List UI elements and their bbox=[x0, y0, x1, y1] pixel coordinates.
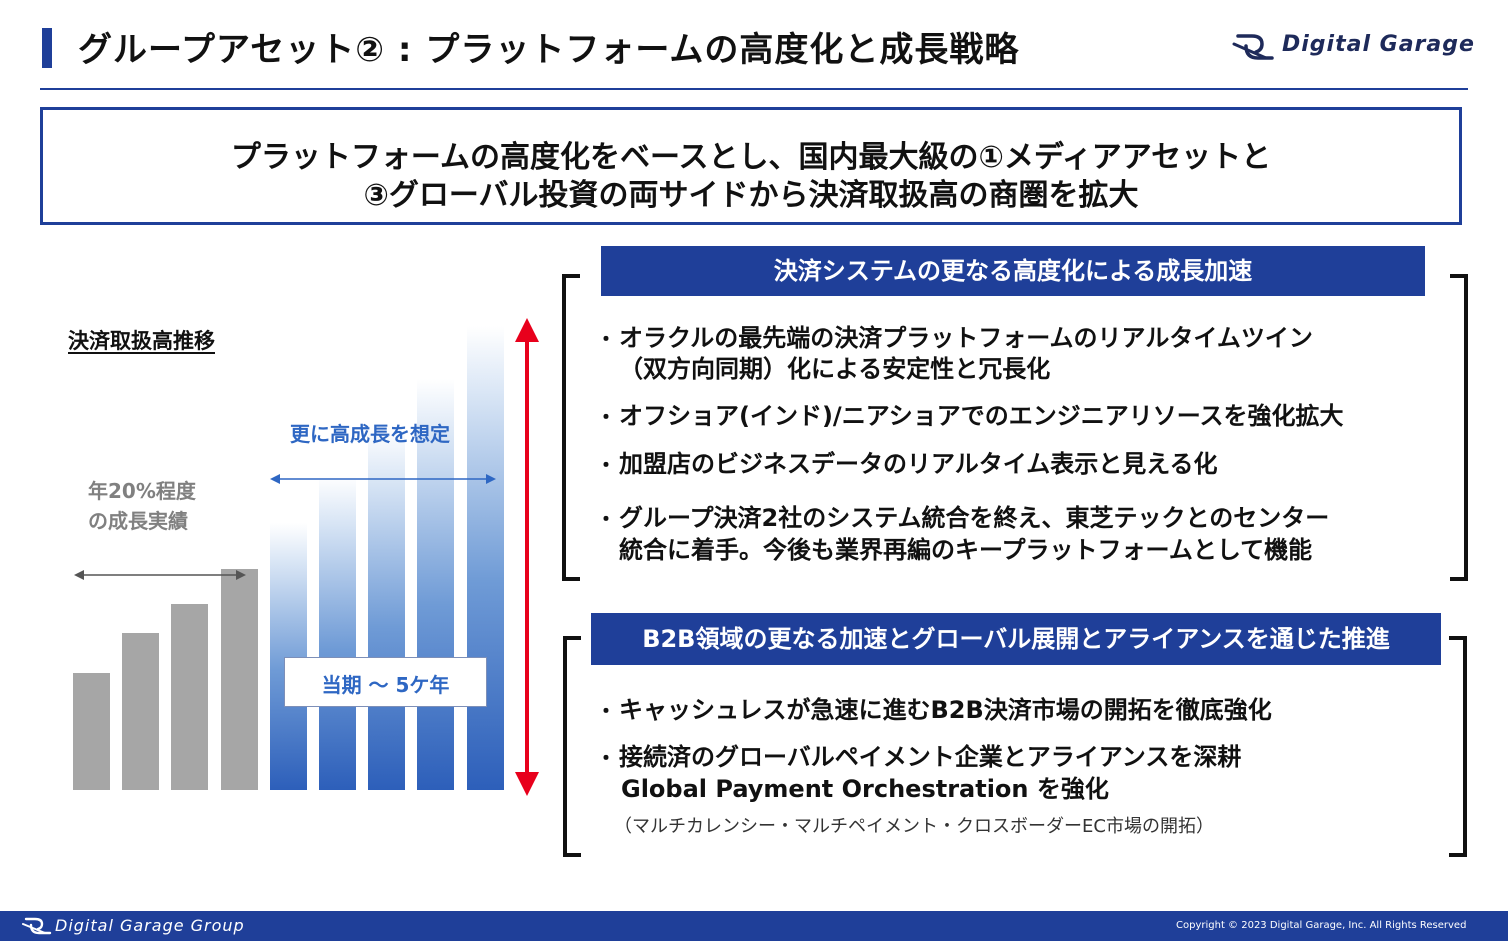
panel2-header: B2B領域の更なる加速とグローバル展開とアライアンスを通じた推進 bbox=[591, 613, 1441, 665]
bullet-mark: ・ bbox=[596, 405, 616, 429]
panel2-bullet-2-line-2: Global Payment Orchestration を強化 bbox=[621, 775, 1109, 803]
bullet-mark: ・ bbox=[596, 699, 616, 723]
panel2-left-bracket bbox=[563, 636, 581, 857]
logo-text: Digital Garage bbox=[1282, 32, 1475, 57]
chart-bar bbox=[417, 378, 455, 790]
panel1-header: 決済システムの更なる高度化による成長加速 bbox=[601, 246, 1425, 296]
chart-bar bbox=[122, 632, 160, 790]
copyright-text: Copyright © 2023 Digital Garage, Inc. Al… bbox=[1176, 920, 1467, 931]
panel1-bullet-4-line-1: グループ決済2社のシステム統合を終え、東芝テックとのセンター bbox=[619, 504, 1330, 532]
panel2-right-bracket bbox=[1449, 636, 1467, 857]
footer-brand: Digital Garage Group bbox=[55, 916, 245, 935]
chart-title: 決済取扱高推移 bbox=[68, 329, 215, 353]
bullet-mark: ・ bbox=[596, 746, 616, 770]
panel1-bullet-3: 加盟店のビジネスデータのリアルタイム表示と見える化 bbox=[619, 450, 1218, 478]
past-growth-label-line-2: の成長実績 bbox=[88, 509, 188, 533]
future-period-arrow bbox=[270, 474, 496, 484]
future-growth-label: 更に高成長を想定 bbox=[290, 422, 450, 446]
chart-bar bbox=[269, 523, 307, 790]
panel1-bullet-4-line-2: 統合に着手。今後も業界再編のキープラットフォームとして機能 bbox=[619, 536, 1313, 564]
key-message-line-2: ③グローバル投資の両サイドから決済取扱高の商圏を拡大 bbox=[363, 178, 1139, 213]
key-message-line-1: プラットフォームの高度化をベースとし、国内最大級の①メディアアセットと bbox=[230, 140, 1272, 175]
bullet-mark: ・ bbox=[596, 453, 616, 477]
digital-garage-logo: Digital Garage bbox=[1232, 30, 1477, 64]
bullet-mark: ・ bbox=[596, 507, 616, 531]
bar-chart bbox=[60, 300, 520, 790]
period-label: 当期 〜 5ケ年 bbox=[321, 673, 450, 697]
chart-bar bbox=[220, 569, 258, 790]
growth-range-arrow bbox=[515, 318, 539, 796]
chart-bar bbox=[368, 428, 406, 790]
title-accent-bar bbox=[42, 28, 52, 68]
chart-bar bbox=[171, 604, 209, 790]
panel1-bullet-1-line-1: オラクルの最先端の決済プラットフォームのリアルタイムツイン bbox=[619, 324, 1313, 352]
panel1-right-bracket bbox=[1450, 274, 1468, 581]
header-divider bbox=[40, 88, 1468, 90]
panel2-note: （マルチカレンシー・マルチペイメント・クロスボーダーEC市場の開拓） bbox=[614, 816, 1214, 837]
panel2-bullet-1: キャッシュレスが急速に進むB2B決済市場の開拓を徹底強化 bbox=[619, 696, 1272, 724]
past-growth-label-line-1: 年20%程度 bbox=[88, 479, 196, 503]
page-title: グループアセット② : プラットフォームの高度化と成長戦略 bbox=[78, 30, 1020, 70]
dg-logo-icon bbox=[1232, 34, 1274, 60]
panel1-bullet-1-line-2: （双方向同期）化による安定性と冗長化 bbox=[619, 355, 1051, 383]
bullet-mark: ・ bbox=[596, 327, 616, 351]
chart-bar bbox=[73, 672, 110, 790]
panel2-bullet-2-line-1: 接続済のグローバルペイメント企業とアライアンスを深耕 bbox=[619, 743, 1242, 771]
panel1-bullet-2: オフショア(インド)/ニアショアでのエンジニアリソースを強化拡大 bbox=[619, 402, 1344, 430]
chart-bar bbox=[319, 476, 356, 790]
panel1-left-bracket bbox=[562, 274, 580, 581]
chart-bar bbox=[466, 325, 504, 790]
dg-logo-icon bbox=[22, 917, 52, 935]
past-period-arrow bbox=[74, 570, 246, 580]
key-message-box: プラットフォームの高度化をベースとし、国内最大級の①メディアアセットと ③グロー… bbox=[40, 107, 1462, 225]
period-label-box: 当期 〜 5ケ年 bbox=[284, 657, 487, 707]
footer-bar: Digital Garage Group Copyright © 2023 Di… bbox=[0, 911, 1508, 941]
